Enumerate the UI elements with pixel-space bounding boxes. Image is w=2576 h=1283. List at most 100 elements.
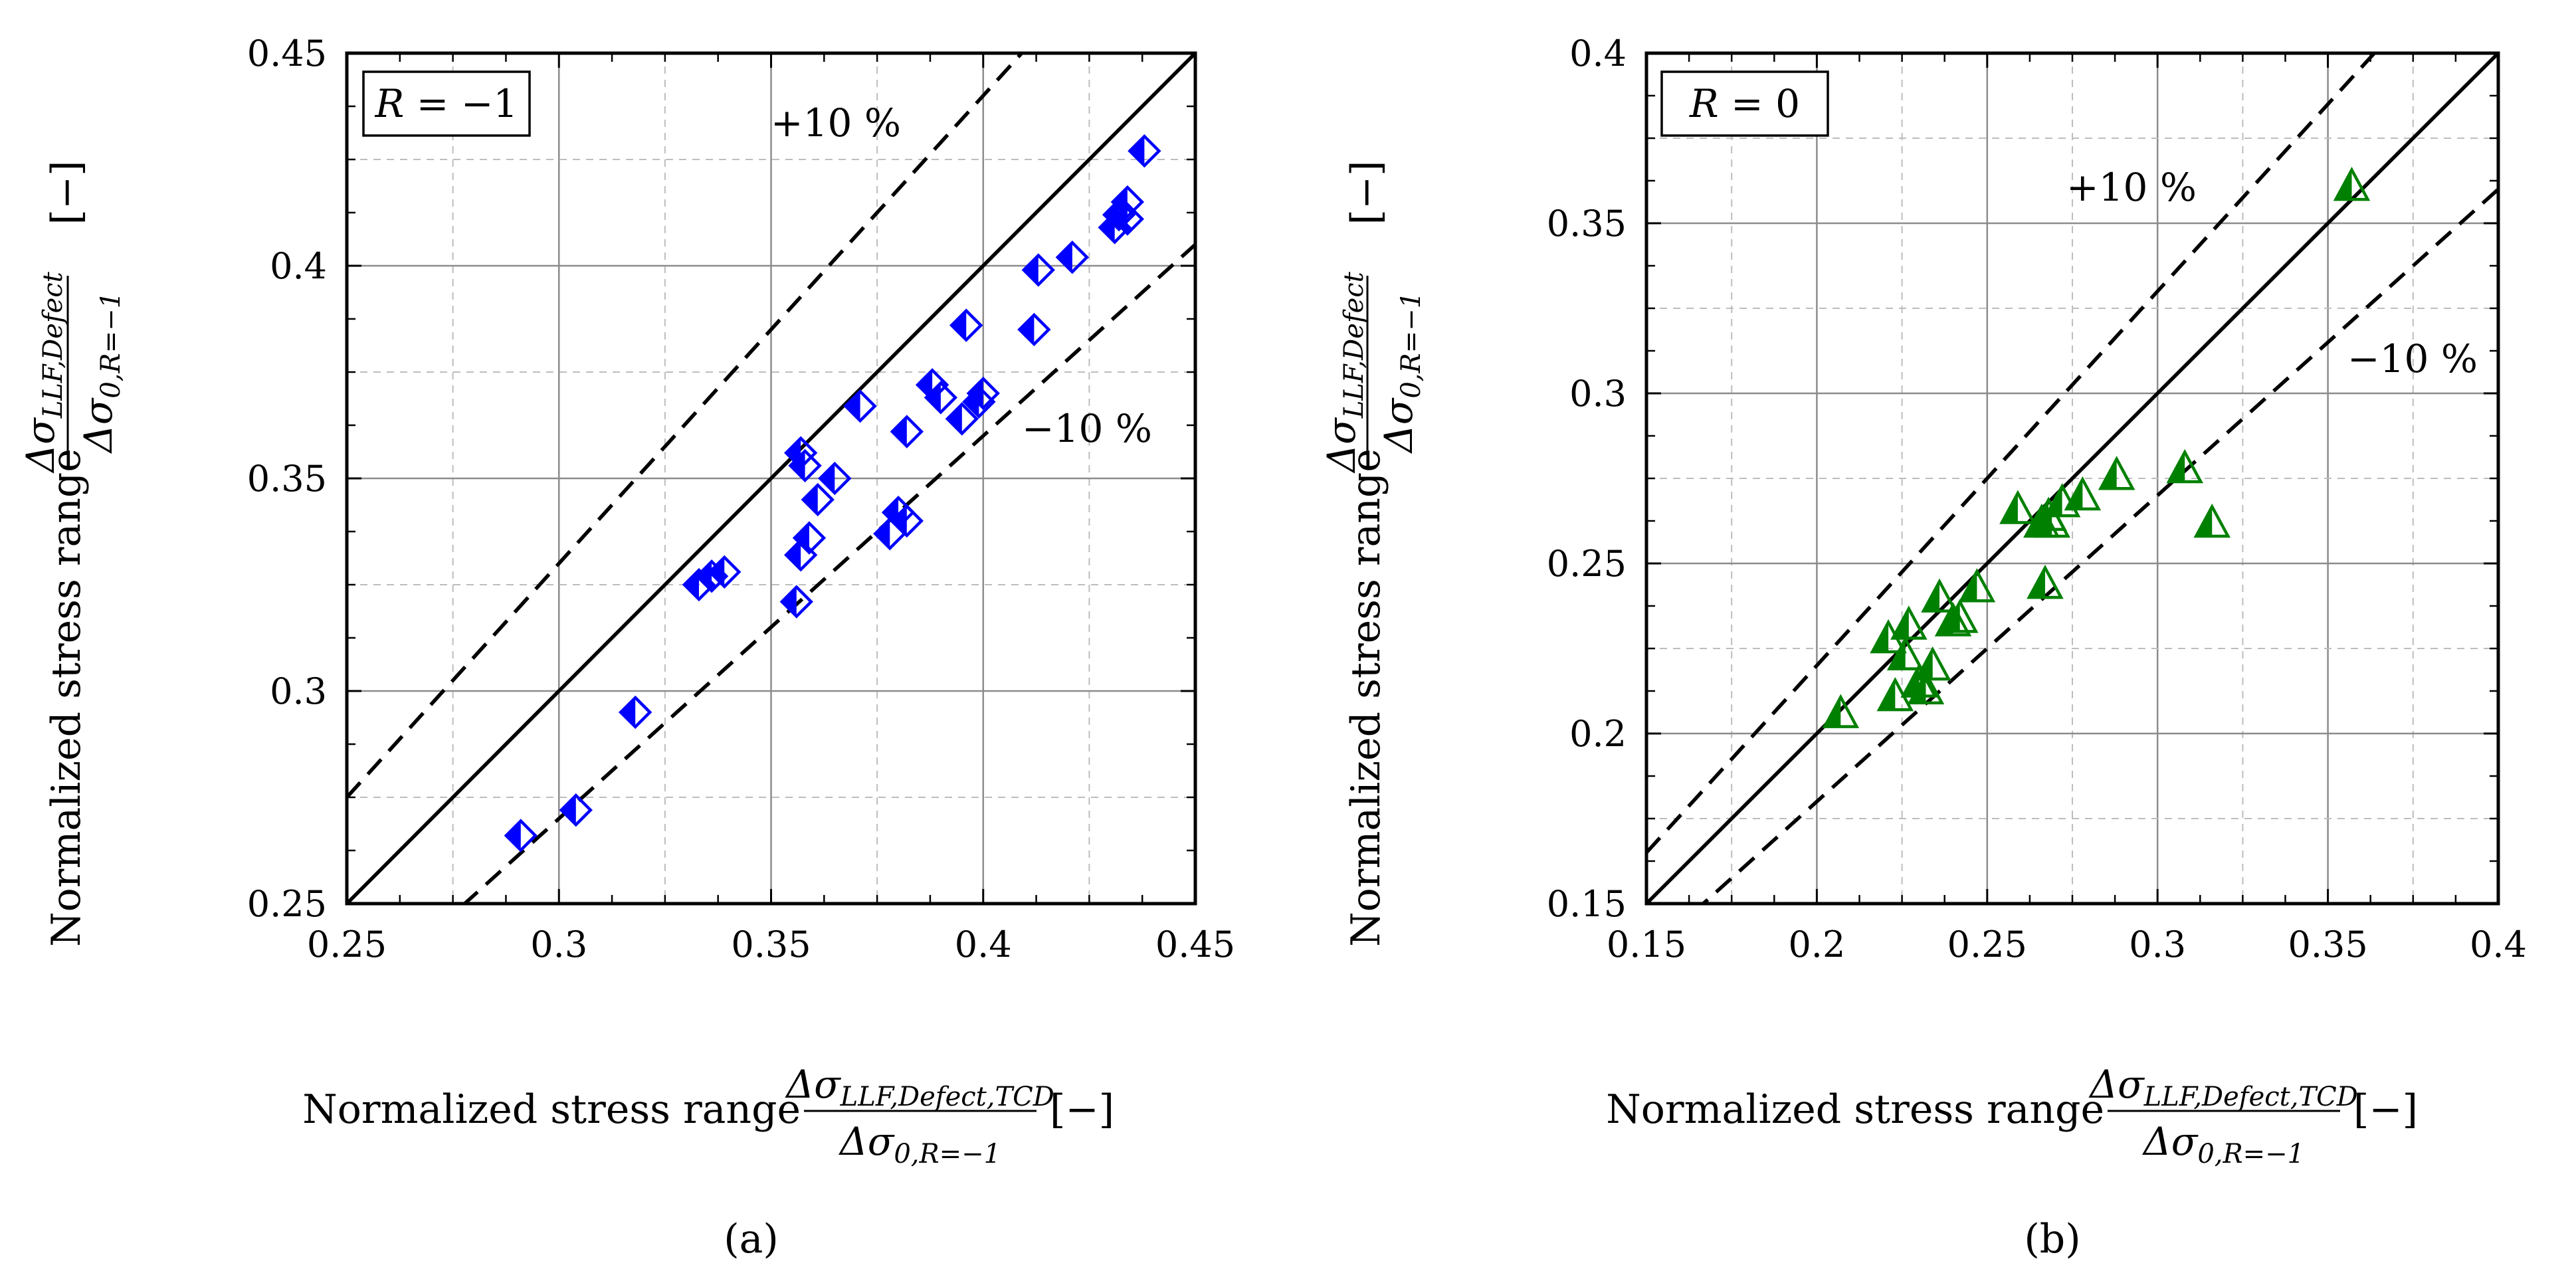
x-tick-label: 0.4 bbox=[2470, 924, 2527, 965]
data-point bbox=[1890, 605, 1928, 640]
y-tick-label: 0.35 bbox=[247, 458, 327, 500]
marker-fill bbox=[1057, 243, 1072, 272]
marker-fill bbox=[506, 821, 521, 850]
data-point bbox=[1907, 670, 1945, 705]
marker-fill bbox=[781, 587, 797, 617]
data-point bbox=[1886, 636, 1924, 670]
marker-fill bbox=[820, 464, 835, 493]
marker-outline bbox=[1934, 602, 1972, 637]
marker-outline bbox=[2333, 166, 2371, 201]
marker-outline bbox=[1999, 490, 2036, 524]
y-tick-label: 0.25 bbox=[1547, 543, 1627, 585]
x-tick-label: 0.3 bbox=[2129, 924, 2186, 965]
marker-fill bbox=[951, 310, 967, 340]
data-point bbox=[2193, 503, 2231, 538]
marker-fill bbox=[790, 450, 805, 480]
x-axis-label-unit: [−] bbox=[2353, 1086, 2418, 1133]
y-tick-label: 0.3 bbox=[270, 670, 327, 712]
marker-outline bbox=[1958, 568, 1996, 603]
y-tick-label: 0.45 bbox=[247, 33, 327, 74]
marker-outline bbox=[708, 555, 742, 589]
chart-panel-a: 0.25 0.3 0.35 0.4 0.45 0.25 0.3 0.35 0.4 0.45 R = … bbox=[18, 33, 1235, 1262]
data-point bbox=[1822, 694, 1860, 728]
y-tick-label: 0.4 bbox=[270, 245, 327, 287]
y-axis-label-prefix: Normalized stress range bbox=[43, 448, 90, 947]
y-tick-label: 0.35 bbox=[1547, 203, 1627, 245]
y-axis-label-numerator: ΔσLLF,Defect bbox=[18, 271, 68, 473]
data-points bbox=[1822, 166, 2371, 728]
marker-outline bbox=[618, 695, 652, 730]
data-point bbox=[1128, 134, 1161, 168]
annotation-box: R = −1 bbox=[362, 70, 531, 137]
marker-fill bbox=[918, 370, 933, 400]
data-point bbox=[924, 381, 958, 415]
marker-outline bbox=[801, 482, 835, 517]
marker-outline bbox=[1102, 198, 1136, 232]
panel-label: (b) bbox=[2024, 1216, 2080, 1262]
annotation-text: R = −1 bbox=[375, 81, 518, 126]
marker-fill bbox=[875, 519, 890, 549]
marker-outline bbox=[2033, 503, 2071, 538]
x-tick-label: 0.25 bbox=[1947, 924, 2027, 965]
x-tick-label: 0.3 bbox=[530, 924, 587, 965]
marker-outline bbox=[2193, 503, 2231, 538]
marker-outline bbox=[1907, 670, 1945, 705]
marker-fill bbox=[1112, 187, 1128, 217]
y-axis-label: Normalized stress rangeΔσLLF,DefectΔσ0,R… bbox=[1319, 160, 1427, 946]
data-point bbox=[559, 793, 593, 827]
x-axis-label-unit: [−] bbox=[1050, 1086, 1114, 1133]
reference-lines bbox=[1646, 53, 2498, 904]
x-tick-label: 0.15 bbox=[1607, 924, 1686, 965]
marker-fill bbox=[1023, 255, 1039, 285]
data-point bbox=[2333, 166, 2371, 201]
marker-outline bbox=[843, 389, 877, 423]
data-point bbox=[843, 389, 877, 423]
y-axis-label-numerator: ΔσLLF,Defect bbox=[1319, 271, 1369, 473]
data-point bbox=[818, 461, 852, 496]
x-axis-label-denominator: Δσ0,R=−1 bbox=[2142, 1119, 2304, 1169]
marker-outline bbox=[559, 793, 593, 827]
marker-outline bbox=[2027, 564, 2064, 599]
y-tick-label: 0.4 bbox=[1569, 33, 1627, 74]
data-point bbox=[1110, 185, 1145, 219]
data-point bbox=[801, 482, 835, 517]
annotation-box: R = 0 bbox=[1660, 70, 1829, 137]
marker-outline bbox=[2166, 448, 2203, 484]
y-axis-label-unit: [−] bbox=[43, 160, 90, 225]
marker-outline bbox=[1110, 185, 1145, 219]
marker-outline bbox=[890, 504, 924, 538]
y-tick-label: 0.25 bbox=[247, 883, 327, 925]
marker-fill bbox=[803, 485, 818, 514]
x-axis-label-denominator: Δσ0,R=−1 bbox=[839, 1119, 1001, 1169]
marker-outline bbox=[1128, 134, 1161, 168]
reference-lines bbox=[347, 53, 1195, 904]
marker-outline bbox=[1886, 636, 1924, 670]
marker-outline bbox=[1890, 605, 1928, 640]
marker-outline bbox=[504, 819, 538, 852]
marker-outline bbox=[1055, 241, 1090, 274]
marker-outline bbox=[1021, 253, 1055, 287]
marker-fill bbox=[710, 557, 725, 587]
lower-band-line bbox=[462, 243, 1195, 904]
marker-outline bbox=[1017, 312, 1051, 347]
marker-outline bbox=[890, 415, 924, 448]
marker-outline bbox=[792, 521, 827, 555]
y-tick-label: 0.2 bbox=[1569, 713, 1627, 755]
marker-outline bbox=[1822, 694, 1860, 728]
data-point bbox=[779, 585, 813, 619]
marker-fill bbox=[621, 698, 636, 727]
marker-outline bbox=[1921, 578, 1958, 613]
y-axis-label: Normalized stress rangeΔσLLF,DefectΔσ0,R… bbox=[18, 160, 126, 946]
x-tick-label: 0.4 bbox=[955, 924, 1012, 965]
annotation-box-frame bbox=[1660, 70, 1829, 137]
plot-frame bbox=[345, 51, 1197, 906]
marker-fill bbox=[794, 523, 809, 553]
data-point bbox=[966, 376, 1000, 411]
grid bbox=[1646, 53, 2498, 904]
data-point bbox=[890, 415, 924, 448]
annotation-box-frame bbox=[362, 70, 531, 137]
data-point bbox=[708, 555, 742, 589]
